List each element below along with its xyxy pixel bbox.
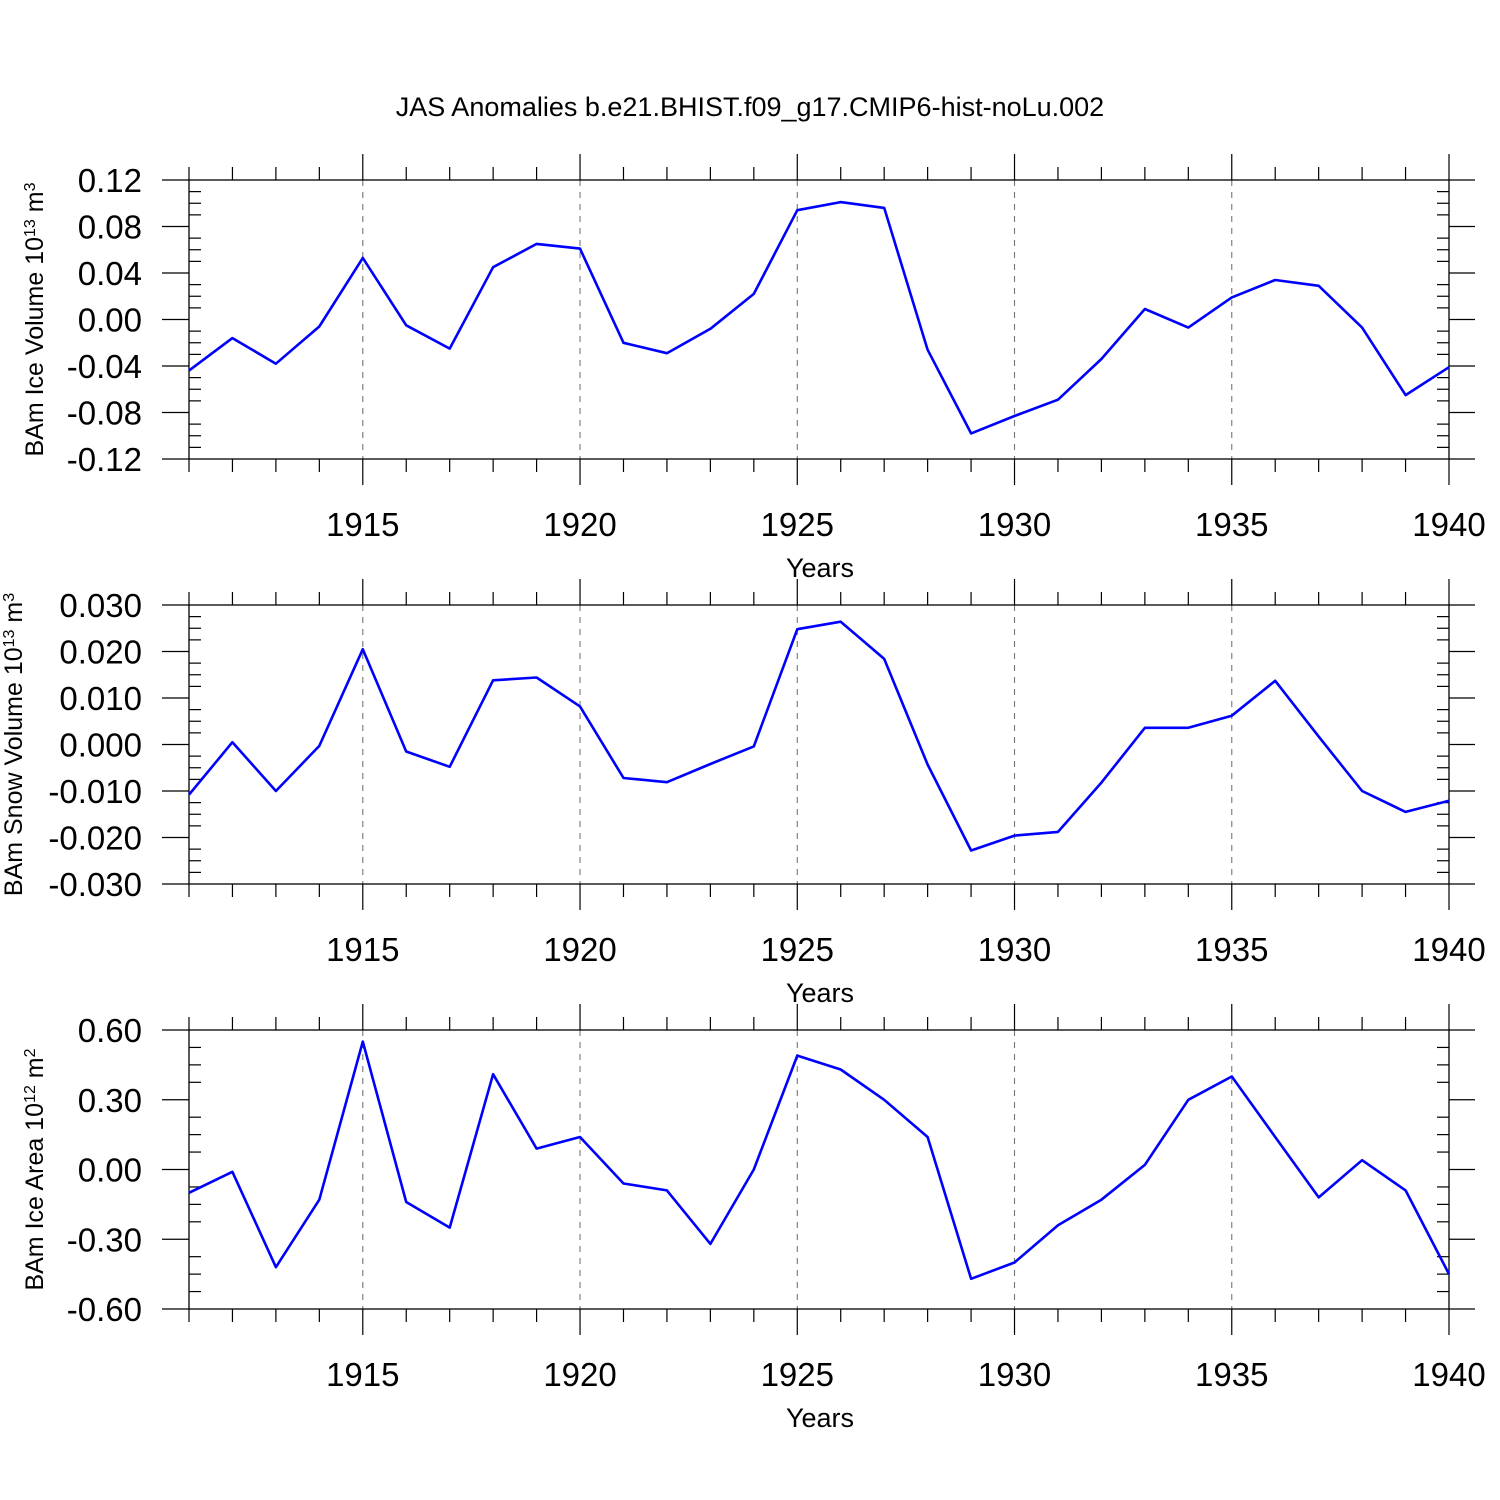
x-tick-label: 1925 — [761, 931, 834, 968]
y-tick-label: 0.60 — [78, 1012, 142, 1049]
y-axis-label: BAm Snow Volume 1013 m3 — [0, 593, 28, 896]
x-tick-label: 1935 — [1195, 506, 1268, 543]
y-tick-label: -0.020 — [48, 820, 142, 857]
x-tick-label: 1935 — [1195, 931, 1268, 968]
y-tick-label: 0.30 — [78, 1082, 142, 1119]
x-tick-label: 1925 — [761, 506, 834, 543]
y-axis-label: BAm Ice Area 1012 m2 — [21, 1048, 49, 1290]
plot-frame — [188, 604, 1450, 885]
y-tick-label: 0.00 — [78, 302, 142, 339]
y-tick-label: 0.00 — [78, 1152, 142, 1189]
y-tick-label: -0.04 — [67, 348, 142, 385]
x-tick-label: 1925 — [761, 1356, 834, 1393]
y-tick-label: 0.04 — [78, 255, 142, 292]
panel-1: -0.12 -0.08 -0.04 0.00 0.04 0.08 0.12 1915 1920 1… — [21, 154, 1486, 583]
x-tick-label: 1915 — [326, 931, 399, 968]
x-axis-label: Years — [786, 978, 854, 1008]
x-tick-label: 1940 — [1412, 1356, 1485, 1393]
x-tick-label: 1915 — [326, 506, 399, 543]
y-axis-label: BAm Ice Volume 1013 m3 — [21, 182, 49, 456]
x-tick-label: 1930 — [978, 931, 1051, 968]
y-tick-label: -0.08 — [67, 395, 142, 432]
series-line — [188, 200, 1450, 435]
series-line — [188, 1040, 1451, 1281]
x-tick-label: 1940 — [1412, 506, 1485, 543]
y-tick-label: -0.12 — [67, 441, 142, 478]
x-tick-label: 1915 — [326, 1356, 399, 1393]
y-tick-label: -0.30 — [67, 1221, 142, 1258]
figure-title: JAS Anomalies b.e21.BHIST.f09_g17.CMIP6-… — [396, 92, 1104, 122]
x-axis-label: Years — [786, 1403, 854, 1433]
panel-2: -0.030 -0.020 -0.010 0.000 0.010 0.020 0.030 19… — [0, 579, 1486, 1008]
y-tick-label: 0.000 — [59, 727, 142, 764]
y-tick-label: -0.60 — [67, 1291, 142, 1328]
x-tick-label: 1940 — [1412, 931, 1485, 968]
plot-frame — [188, 179, 1450, 460]
x-tick-label: 1930 — [978, 506, 1051, 543]
y-tick-label: -0.010 — [48, 773, 142, 810]
panel-3: -0.60 -0.30 0.00 0.30 0.60 1915 1920 1925 1930 19… — [21, 1004, 1486, 1433]
plot-frame — [188, 1029, 1450, 1310]
y-tick-label: 0.020 — [59, 634, 142, 671]
x-tick-label: 1920 — [543, 931, 616, 968]
y-tick-label: 0.12 — [78, 162, 142, 199]
y-tick-label: 0.010 — [59, 680, 142, 717]
y-tick-label: 0.08 — [78, 209, 142, 246]
series-line — [187, 620, 1450, 852]
x-tick-label: 1930 — [978, 1356, 1051, 1393]
y-tick-label: 0.030 — [59, 587, 142, 624]
y-tick-label: -0.030 — [48, 866, 142, 903]
x-tick-label: 1920 — [543, 506, 616, 543]
x-tick-label: 1935 — [1195, 1356, 1268, 1393]
x-tick-label: 1920 — [543, 1356, 616, 1393]
x-axis-label: Years — [786, 553, 854, 583]
